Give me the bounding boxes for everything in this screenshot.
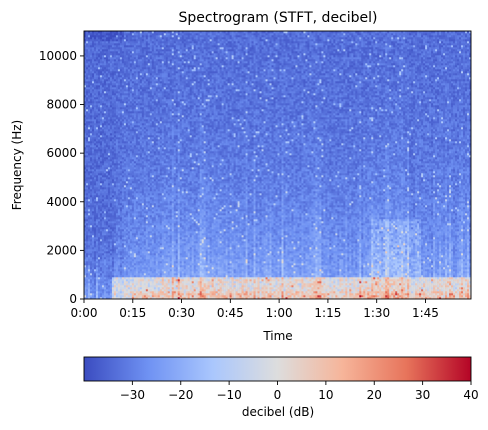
y-tick-label: 6000 xyxy=(46,146,77,160)
spectrogram-heatmap xyxy=(84,31,471,299)
colorbar-tick-label: −20 xyxy=(168,388,193,402)
x-tick-label: 1:45 xyxy=(412,306,439,320)
colorbar-tick-label: −10 xyxy=(216,388,241,402)
x-tick-label: 0:00 xyxy=(71,306,98,320)
colorbar-tick-label: 0 xyxy=(274,388,282,402)
colorbar-tick-label: −30 xyxy=(120,388,145,402)
y-tick-label: 0 xyxy=(69,292,77,306)
y-axis-label: Frequency (Hz) xyxy=(10,120,24,211)
x-tick-label: 0:15 xyxy=(119,306,146,320)
colorbar-tick-label: 10 xyxy=(318,388,333,402)
colorbar-label: decibel (dB) xyxy=(242,405,314,419)
colorbar-tick-label: 40 xyxy=(463,388,478,402)
colorbar-gradient xyxy=(84,357,471,381)
colorbar: −30 −20 −10 0 10 20 30 40 decibel (dB) xyxy=(84,357,479,419)
y-tick-label: 8000 xyxy=(46,98,77,112)
y-tick-label: 10000 xyxy=(39,49,77,63)
colorbar-tick-label: 20 xyxy=(367,388,382,402)
colorbar-tick-label: 30 xyxy=(415,388,430,402)
colorbar-ticks: −30 −20 −10 0 10 20 30 40 xyxy=(120,381,479,402)
spectrogram-plot-area xyxy=(84,31,471,299)
x-tick-label: 0:30 xyxy=(168,306,195,320)
y-axis: 0 2000 4000 6000 8000 10000 xyxy=(39,49,84,306)
x-tick-label: 1:00 xyxy=(266,306,293,320)
x-tick-label: 1:30 xyxy=(363,306,390,320)
y-tick-label: 2000 xyxy=(46,243,77,257)
y-tick-label: 4000 xyxy=(46,195,77,209)
chart-title: Spectrogram (STFT, decibel) xyxy=(179,10,378,26)
x-tick-label: 1:15 xyxy=(314,306,341,320)
x-axis-label: Time xyxy=(262,329,292,343)
x-tick-label: 0:45 xyxy=(217,306,244,320)
x-axis: 0:00 0:15 0:30 0:45 1:00 1:15 1:30 1:45 xyxy=(71,299,439,320)
